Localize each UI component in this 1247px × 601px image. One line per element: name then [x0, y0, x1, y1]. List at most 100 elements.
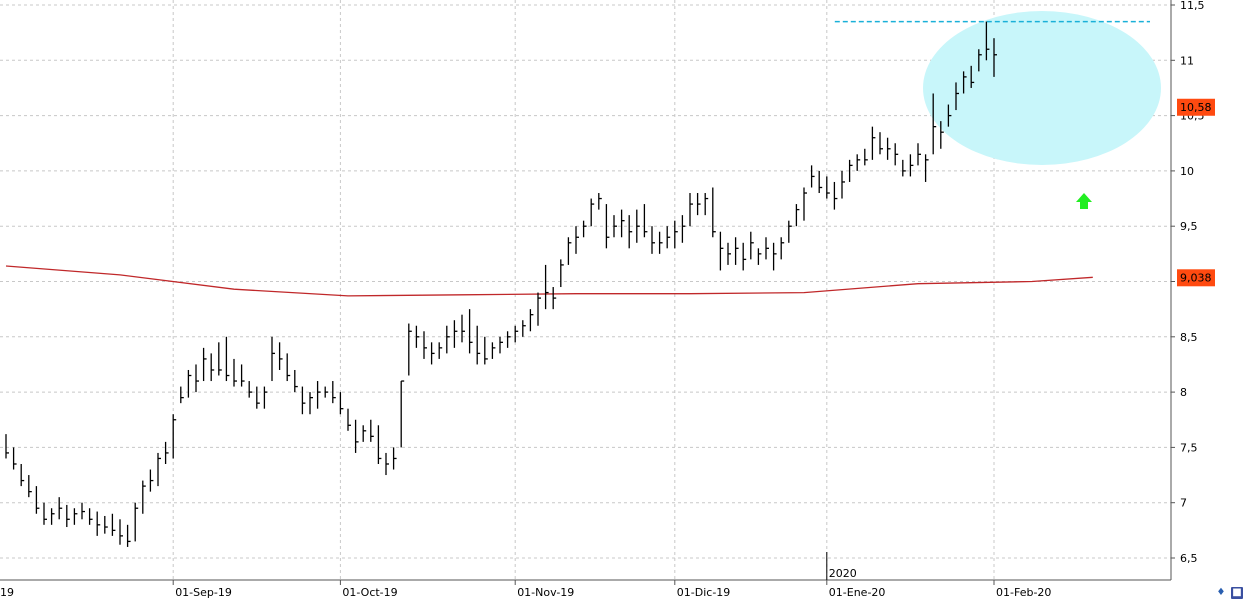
ohlc-bar [727, 242, 731, 265]
ohlc-bar [864, 148, 868, 166]
ohlc-bar [119, 519, 123, 545]
ohlc-bar [985, 21, 990, 61]
ohlc-bar [423, 331, 427, 359]
price-badge-label: 10,58 [1180, 101, 1212, 114]
ohlc-bar [970, 65, 975, 88]
ohlc-bar [681, 215, 686, 243]
ohlc-bar [780, 237, 785, 260]
ohlc-bar [20, 463, 25, 487]
save-icon[interactable]: ■ [1231, 587, 1243, 599]
ohlc-bar [248, 381, 253, 398]
ohlc-bar [164, 441, 169, 464]
ohlc-bar [689, 193, 693, 227]
y-tick-label: 6,5 [1180, 552, 1198, 565]
ohlc-bar [233, 358, 237, 387]
x-tick-label: 01-Ene-20 [829, 586, 886, 599]
ohlc-bar [924, 154, 929, 182]
ohlc-bar [218, 342, 222, 376]
year-marker: 2020 [826, 552, 857, 580]
ohlc-bar [392, 447, 397, 470]
y-tick-label: 8,5 [1180, 331, 1198, 344]
ohlc-bar [750, 231, 754, 260]
y-tick-label: 10 [1180, 165, 1194, 178]
ohlc-bar [408, 323, 412, 376]
ohlc-bar [978, 49, 982, 72]
ohlc-bar [932, 93, 937, 155]
chart-settings-icon[interactable]: ♦ [1216, 587, 1226, 598]
ohlc-bar [567, 237, 572, 265]
y-tick-label: 7,5 [1180, 441, 1198, 454]
ohlc-bar [734, 237, 739, 265]
ohlc-bar [430, 342, 435, 365]
ohlc-bar [438, 342, 443, 359]
ohlc-bar [506, 331, 511, 348]
ohlc-bar [43, 502, 47, 525]
x-tick-label: 01-Oct-19 [342, 586, 397, 599]
year-label: 2020 [829, 567, 857, 580]
ohlc-bar [522, 320, 526, 337]
ohlc-bar [400, 380, 405, 448]
ohlc-bar [848, 159, 853, 182]
ohlc-bar [651, 226, 655, 254]
ohlc-bar [544, 264, 549, 310]
x-axis-ticks: 19 01-Sep-19 01-Oct-19 01-Nov-19 01-Dic-19 01… [0, 580, 1051, 599]
ohlc-bar [940, 121, 944, 149]
ohlc-bar [879, 132, 883, 155]
ohlc-bar [58, 497, 63, 520]
ohlc-bar [134, 502, 139, 542]
y-tick-label: 7 [1180, 497, 1187, 510]
ohlc-bar [225, 336, 230, 382]
ohlc-bar [575, 226, 579, 254]
ohlc-bar [788, 220, 792, 243]
highlight-layer [834, 11, 1161, 165]
ohlc-bar [894, 143, 899, 166]
ohlc-bar [613, 215, 617, 238]
ohlc-bar [294, 369, 298, 393]
ohlc-bar [636, 209, 640, 243]
ohlc-bar [210, 353, 215, 382]
ohlc-bar [856, 154, 861, 171]
ohlc-bars [5, 21, 997, 547]
ma-badge-background [1177, 269, 1215, 287]
ohlc-bar [704, 193, 709, 216]
ohlc-bar [795, 204, 800, 227]
moving-average-line [5, 265, 1093, 297]
ohlc-bar [826, 176, 830, 199]
ohlc-bar [347, 408, 351, 431]
ma-badge-label: 9,038 [1180, 271, 1212, 284]
ohlc-bar [461, 314, 465, 343]
ohlc-bar [104, 515, 108, 534]
ohlc-bar [256, 386, 260, 409]
ohlc-bar [332, 381, 336, 404]
ohlc-bar [263, 386, 268, 409]
ohlc-bar [810, 165, 815, 188]
ohlc-bar [180, 386, 184, 404]
ohlc-bar [742, 242, 747, 271]
ohlc-bar [712, 187, 716, 238]
ohlc-bar [674, 220, 678, 249]
ohlc-bar [377, 425, 382, 464]
ohlc-bar [605, 204, 610, 249]
y-tick-label: 9,5 [1180, 220, 1198, 233]
ohlc-bar [582, 220, 587, 238]
ohlc-bar [719, 231, 724, 271]
ohlc-bar [765, 237, 769, 260]
ohlc-bar [476, 325, 481, 365]
ohlc-bar [362, 425, 367, 442]
green-arrow-icon [1076, 193, 1092, 209]
x-tick-label: 01-Feb-20 [996, 586, 1051, 599]
ohlc-bar [271, 336, 275, 382]
ohlc-bar [385, 452, 389, 476]
y-tick-label: 11 [1180, 54, 1194, 67]
ohlc-bar [96, 511, 101, 536]
ohlc-bar [88, 508, 93, 525]
x-tick-label: 01-Nov-19 [517, 586, 574, 599]
ohlc-bar [301, 386, 306, 415]
ohlc-bar [111, 513, 116, 536]
ohlc-bar [917, 143, 921, 166]
ohlc-bar [286, 353, 291, 382]
ohlc-bar [643, 204, 648, 238]
ohlc-bar [240, 364, 245, 387]
corner-toolbar: ♦ ■ [1215, 587, 1243, 599]
